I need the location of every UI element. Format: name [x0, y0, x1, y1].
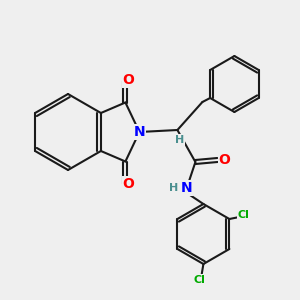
Text: O: O	[122, 176, 134, 190]
Text: H: H	[175, 135, 184, 145]
Text: N: N	[181, 181, 192, 195]
Text: H: H	[169, 183, 178, 193]
Text: Cl: Cl	[194, 275, 205, 285]
Text: O: O	[218, 153, 230, 167]
Text: N: N	[134, 125, 145, 139]
Text: O: O	[122, 74, 134, 88]
Text: Cl: Cl	[238, 210, 249, 220]
